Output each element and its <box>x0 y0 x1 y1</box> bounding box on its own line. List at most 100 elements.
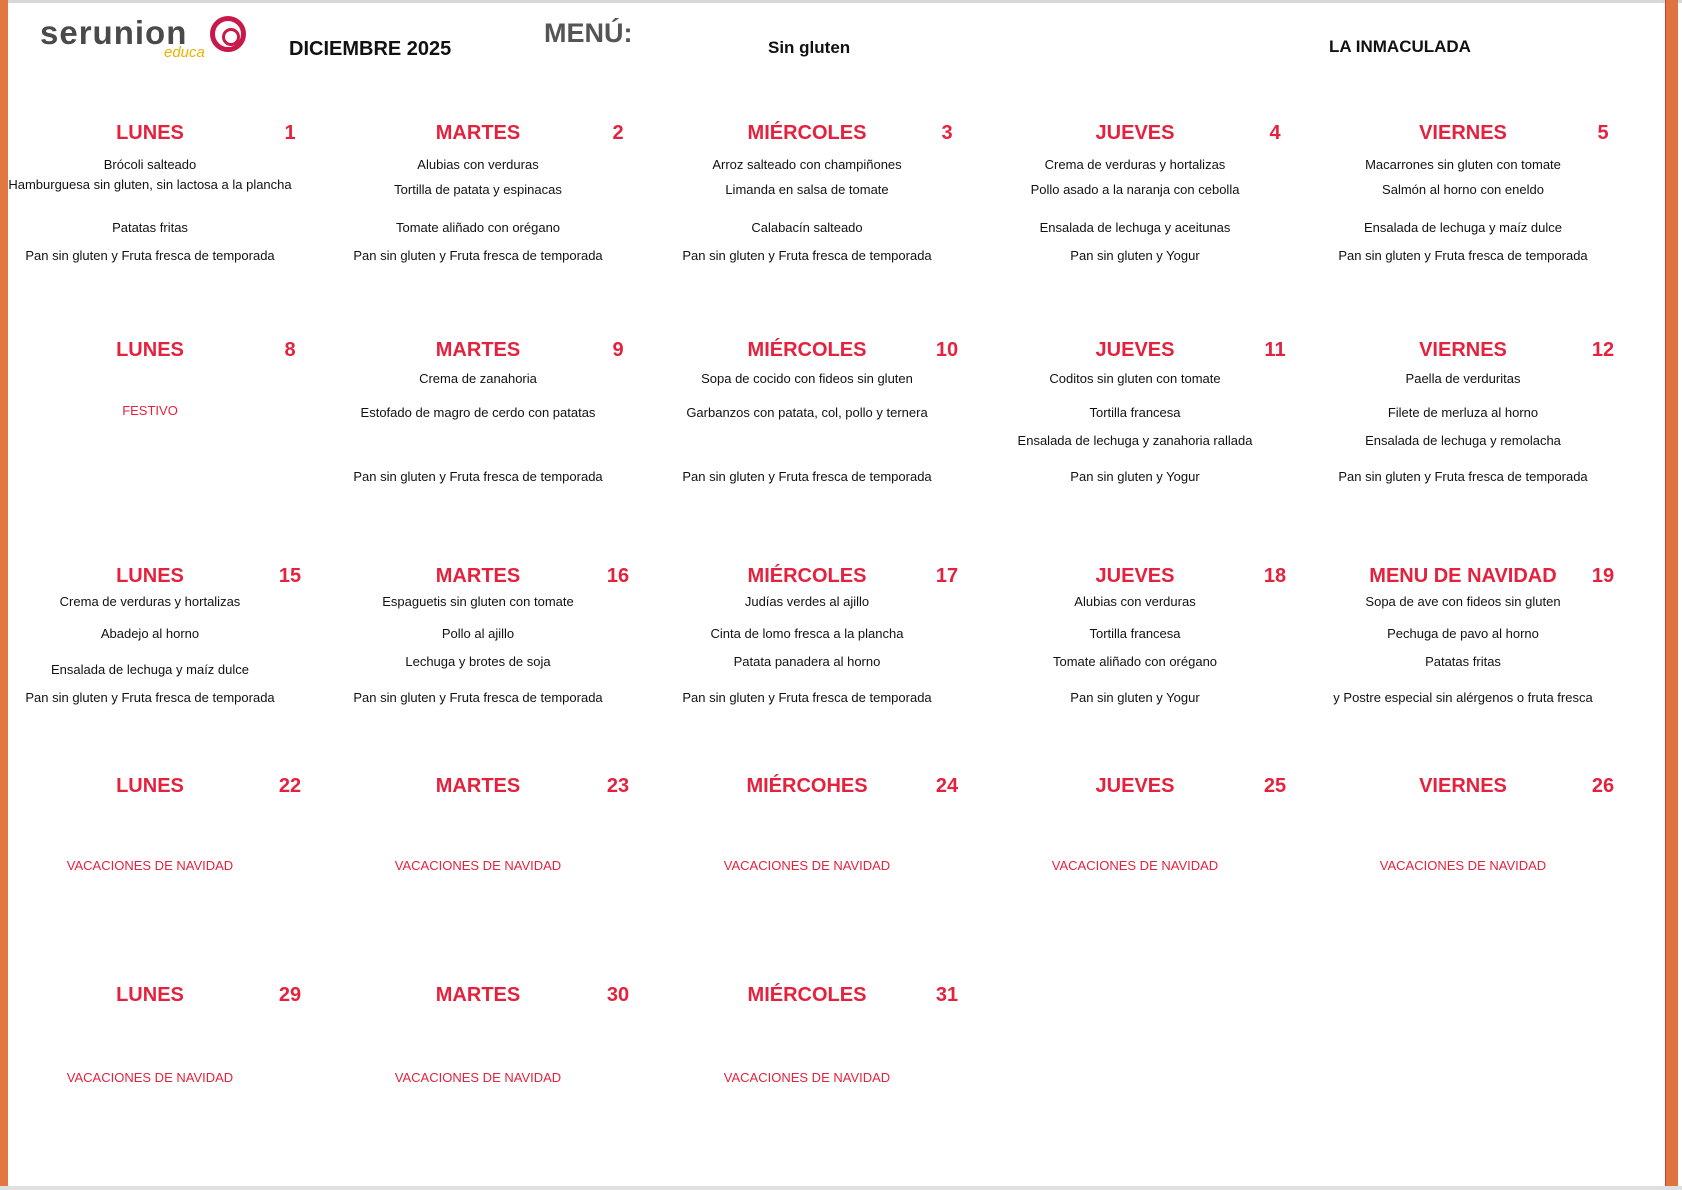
menu-item: Crema de verduras y hortalizas <box>1044 157 1226 172</box>
day-cell: MARTES 2 Alubias con verduras Tortilla de p… <box>328 122 628 312</box>
menu-item: Patatas fritas <box>1425 654 1501 669</box>
day-name: MARTES <box>435 565 521 587</box>
day-number: 11 <box>1264 339 1286 361</box>
menu-item: Ensalada de lechuga y aceitunas <box>1039 220 1231 235</box>
day-name: JUEVES <box>1095 775 1175 797</box>
menu-item: Pan sin gluten y Yogur <box>1070 469 1200 484</box>
day-name: VIERNES <box>1419 775 1507 797</box>
menu-item: Pan sin gluten y Fruta fresca de tempora… <box>1338 248 1588 263</box>
logo-text: serunion <box>40 14 188 51</box>
day-name: MIÉRCOLES <box>747 984 867 1006</box>
menu-item: Ensalada de lechuga y maíz dulce <box>50 662 249 677</box>
left-border <box>0 0 8 1190</box>
day-cell: JUEVES 25 VACACIONES DE NAVIDAD <box>985 775 1286 965</box>
day-name: LUNES <box>116 122 184 144</box>
day-number: 2 <box>612 122 624 144</box>
menu-item: Alubias con verduras <box>417 157 539 172</box>
menu-item: Abadejo al horno <box>100 626 200 641</box>
menu-item: Ensalada de lechuga y maíz dulce <box>1363 220 1562 235</box>
menu-item: Hamburguesa sin gluten, sin lactosa a la… <box>8 177 292 192</box>
day-number: 4 <box>1269 122 1281 144</box>
day-name: JUEVES <box>1095 339 1175 361</box>
day-cell: MENU DE NAVIDAD 19 Sopa de ave con fideos … <box>1313 565 1614 755</box>
menu-item: Crema de verduras y hortalizas <box>59 594 241 609</box>
menu-item: Tomate aliñado con orégano <box>1052 654 1218 669</box>
day-number: 26 <box>1591 775 1615 797</box>
menu-item: Lechuga y brotes de soja <box>405 654 551 669</box>
day-cell: JUEVES 11 Coditos sin gluten con tomate Tor… <box>985 339 1286 529</box>
day-number: 19 <box>1591 565 1615 587</box>
day-number: 18 <box>1263 565 1287 587</box>
day-note: VACACIONES DE NAVIDAD <box>394 858 562 873</box>
day-cell: LUNES 15 Crema de verduras y hortalizas Aba… <box>0 565 301 755</box>
day-cell: JUEVES 18 Alubias con verduras Tortilla fra… <box>985 565 1286 755</box>
diet-type: Sin gluten <box>768 38 851 57</box>
day-number: 25 <box>1263 775 1287 797</box>
menu-item: Sopa de ave con fideos sin gluten <box>1365 594 1561 609</box>
day-cell: VIERNES 12 Paella de verduritas Filete de m… <box>1313 339 1614 529</box>
day-number: 9 <box>612 339 624 361</box>
menu-item: Pan sin gluten y Fruta fresca de tempora… <box>25 690 275 705</box>
day-number: 16 <box>606 565 630 587</box>
menu-item: Crema de zanahoria <box>419 371 537 386</box>
day-note: FESTIVO <box>122 403 178 418</box>
menu-item: Paella de verduritas <box>1405 371 1521 386</box>
day-number: 24 <box>935 775 959 797</box>
day-name: MIÉRCOLES <box>747 122 867 144</box>
school-name: LA INMACULADA <box>1329 37 1471 56</box>
day-cell: MARTES 9 Crema de zanahoria Estofado de mag… <box>328 339 628 529</box>
bottom-border <box>0 1186 1682 1190</box>
menu-item: Pan sin gluten y Fruta fresca de tempora… <box>353 690 603 705</box>
day-cell: MIÉRCOHES 24 VACACIONES DE NAVIDAD <box>657 775 958 965</box>
day-number: 29 <box>278 984 302 1006</box>
day-note: VACACIONES DE NAVIDAD <box>723 858 891 873</box>
day-cell: VIERNES 5 Macarrones sin gluten con tomate… <box>1313 122 1613 312</box>
menu-item: Pan sin gluten y Fruta fresca de tempora… <box>353 469 603 484</box>
day-name: MENU DE NAVIDAD <box>1369 565 1557 587</box>
day-name: MARTES <box>435 339 521 361</box>
right-border <box>1665 0 1678 1190</box>
menu-item: Brócoli salteado <box>103 157 197 172</box>
menu-item: Pollo asado a la naranja con cebolla <box>1030 182 1240 197</box>
menu-item: Tortilla de patata y espinacas <box>394 182 562 197</box>
day-name: LUNES <box>116 565 184 587</box>
day-number: 30 <box>606 984 630 1006</box>
day-name: MIÉRCOLES <box>747 565 867 587</box>
menu-label: MENÚ: <box>544 18 633 48</box>
menu-item: Pan sin gluten y Fruta fresca de tempora… <box>682 248 932 263</box>
day-cell: MIÉRCOLES 31 VACACIONES DE NAVIDAD <box>657 984 958 1174</box>
day-cell: MIÉRCOLES 10 Sopa de cocido con fideos sin… <box>657 339 958 529</box>
menu-item: Calabacín salteado <box>751 220 863 235</box>
top-border <box>0 0 1682 3</box>
day-number: 8 <box>284 339 296 361</box>
menu-item: Tortilla francesa <box>1089 405 1181 420</box>
menu-item: Sopa de cocido con fideos sin gluten <box>701 371 913 386</box>
menu-item: Estofado de magro de cerdo con patatas <box>360 405 596 420</box>
menu-item: Pan sin gluten y Yogur <box>1070 690 1200 705</box>
menu-item: Espaguetis sin gluten con tomate <box>382 594 574 609</box>
day-cell: LUNES 29 VACACIONES DE NAVIDAD <box>0 984 301 1174</box>
day-cell: MARTES 23 VACACIONES DE NAVIDAD <box>328 775 629 965</box>
menu-item: Judías verdes al ajillo <box>744 594 870 609</box>
menu-item: Pan sin gluten y Fruta fresca de tempora… <box>1338 469 1588 484</box>
menu-item: Limanda en salsa de tomate <box>725 182 889 197</box>
day-cell: LUNES 1 Brócoli salteado Hamburguesa sin gl… <box>0 122 300 312</box>
day-number: 22 <box>278 775 302 797</box>
menu-item: Cinta de lomo fresca a la plancha <box>710 626 904 641</box>
day-cell: MARTES 30 VACACIONES DE NAVIDAD <box>328 984 629 1174</box>
menu-item: Patatas fritas <box>112 220 188 235</box>
day-name: JUEVES <box>1095 565 1175 587</box>
day-name: LUNES <box>116 984 184 1006</box>
menu-item: Coditos sin gluten con tomate <box>1049 371 1221 386</box>
menu-item: Tortilla francesa <box>1089 626 1181 641</box>
day-name: JUEVES <box>1095 122 1175 144</box>
menu-item: Pechuga de pavo al horno <box>1387 626 1539 641</box>
logo-spiral-icon <box>210 16 246 52</box>
day-cell: MARTES 16 Espaguetis sin gluten con tomate… <box>328 565 629 755</box>
menu-item: Garbanzos con patata, col, pollo y terne… <box>686 405 928 420</box>
day-name: MARTES <box>435 775 521 797</box>
menu-item: Arroz salteado con champiñones <box>712 157 902 172</box>
day-note: VACACIONES DE NAVIDAD <box>66 858 234 873</box>
day-name: LUNES <box>116 339 184 361</box>
day-name: MIÉRCOLES <box>747 339 867 361</box>
